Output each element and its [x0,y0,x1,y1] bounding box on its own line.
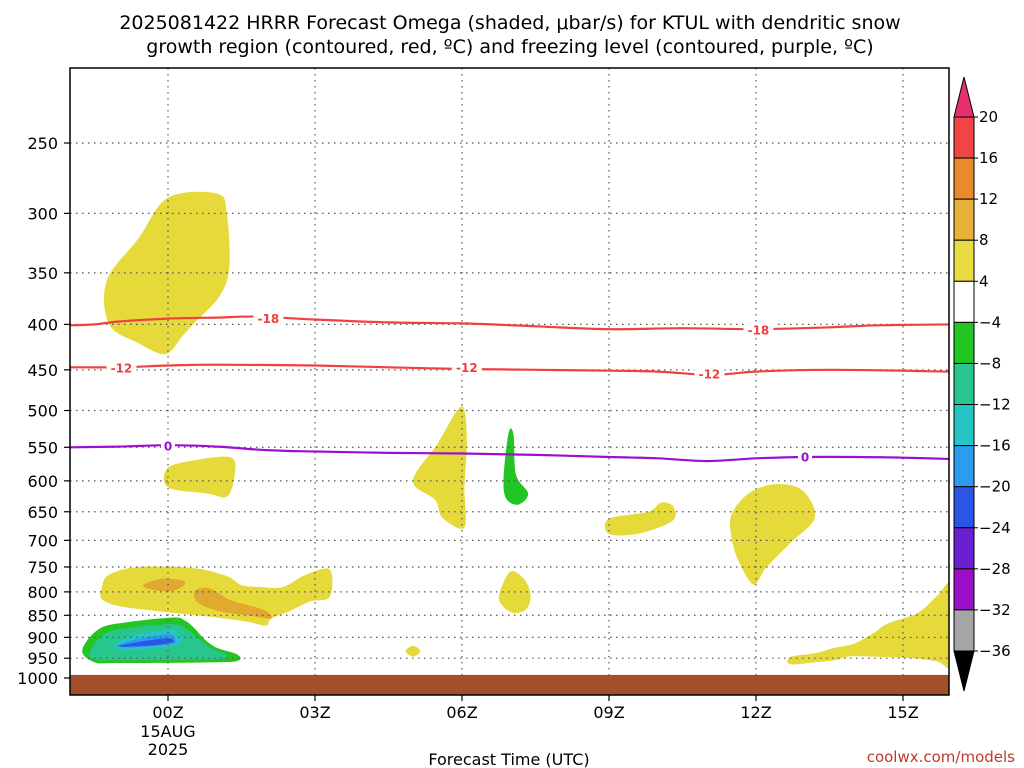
colorbar-segment-7 [953,404,975,447]
omega-region-11 [503,428,529,505]
omega-region-16 [117,638,174,647]
y-tick-label-550: 550 [27,438,58,457]
colorbar-top-arrow [953,76,975,118]
colorbar-segment-3 [953,239,975,282]
colorbar-label-0: 20 [979,108,998,126]
y-tick-label-500: 500 [27,402,58,421]
y-tick-label-350: 350 [27,264,58,283]
omega-region-8 [604,502,676,536]
contour-label-2-0: 0 [164,439,172,453]
colorbar-segment-9 [953,486,975,529]
colorbar-label-8: −16 [979,437,1011,455]
colorbar-segment-11 [953,568,975,611]
ground-fill [70,674,949,695]
colorbar-label-3: 8 [979,231,989,249]
chart-title-line2: growth region (contoured, red, ºC) and f… [146,36,873,58]
contour-label-0-1: -18 [748,324,770,338]
x-tick-year: 2025 [148,740,189,759]
y-tick-label-750: 750 [27,558,58,577]
omega-region-5 [412,406,467,529]
colorbar-label-5: −4 [979,313,1001,331]
temperature-contours: -18 -18 -12 -12 -12 0 0 [70,311,949,464]
y-tick-label-950: 950 [27,649,58,668]
x-tick-label-09Z: 09Z [593,703,624,722]
contour-label-bg-1-0 [106,361,137,376]
x-axis-title: Forecast Time (UTC) [428,750,589,768]
credit-text[interactable]: coolwx.com/models [867,748,1015,766]
omega-region-4 [193,587,272,619]
colorbar-segment-5 [953,321,975,364]
y-tick-label-900: 900 [27,628,58,647]
colorbar-bottom-arrow [953,650,975,692]
x-tick-date: 15AUG [140,722,195,741]
colorbar: 20 16 12 8 4 −4 −8 −12 −16 −20 −24 −28 −32 −36 [953,76,1011,692]
x-tick-label-00Z: 00Z [152,703,183,722]
y-tick-label-450: 450 [27,361,58,380]
contour-label-bg-1-2 [694,367,725,382]
colorbar-segment-2 [953,198,975,241]
plot-frame [69,67,950,696]
colorbar-label-10: −24 [979,519,1011,537]
omega-region-7 [405,645,421,657]
y-axis: 250 300 350 400 450 500 550 600 650 700 750 800 850 9… [17,134,70,688]
y-tick-label-1000: 1000 [17,669,58,688]
colorbar-segment-10 [953,527,975,570]
contour-label-bg-1-1 [451,360,482,375]
ground-surface [70,674,949,695]
colorbar-segment-4 [953,280,975,323]
colorbar-segment-6 [953,362,975,406]
colorbar-label-1: 16 [979,149,998,167]
colorbar-segment-0 [953,116,975,159]
contour-label-bg-2-0 [161,438,175,453]
contour-label-2-1: 0 [801,450,809,464]
colorbar-segment-12 [953,609,975,652]
colorbar-label-9: −20 [979,478,1011,496]
y-tick-label-650: 650 [27,503,58,522]
colorbar-label-12: −32 [979,601,1011,619]
colorbar-label-2: 12 [979,190,998,208]
omega-region-10 [787,582,949,669]
y-tick-label-800: 800 [27,583,58,602]
y-tick-label-300: 300 [27,204,58,223]
y-tick-label-250: 250 [27,134,58,153]
contour-line-1 [70,363,949,377]
x-tick-label-12Z: 12Z [740,703,771,722]
x-tick-label-03Z: 03Z [299,703,330,722]
colorbar-label-6: −8 [979,354,1001,372]
contour-label-1-0: -12 [111,362,133,376]
x-tick-label-15Z: 15Z [887,703,918,722]
chart-title-line1: 2025081422 HRRR Forecast Omega (shaded, … [119,12,900,34]
contour-label-1-2: -12 [699,368,721,382]
contour-label-1-1: -12 [456,361,478,375]
colorbar-label-7: −12 [979,396,1011,414]
colorbar-segment-8 [953,445,975,488]
contour-label-0-0: -18 [258,312,280,326]
contour-label-bg-0-1 [743,323,774,338]
contour-label-bg-0-0 [253,311,284,326]
omega-region-9 [729,483,816,585]
colorbar-label-11: −28 [979,560,1011,578]
contour-line-2 [70,444,949,463]
y-tick-label-400: 400 [27,315,58,334]
omega-region-3 [143,578,186,592]
y-tick-label-850: 850 [27,606,58,625]
contour-label-bg-2-1 [798,449,812,464]
colorbar-segment-1 [953,157,975,200]
contour-line-0 [70,315,949,331]
y-tick-label-700: 700 [27,531,58,550]
y-tick-label-600: 600 [27,472,58,491]
colorbar-label-13: −36 [979,642,1011,660]
omega-region-1 [163,456,236,498]
x-tick-label-06Z: 06Z [446,703,477,722]
colorbar-label-4: 4 [979,272,989,290]
